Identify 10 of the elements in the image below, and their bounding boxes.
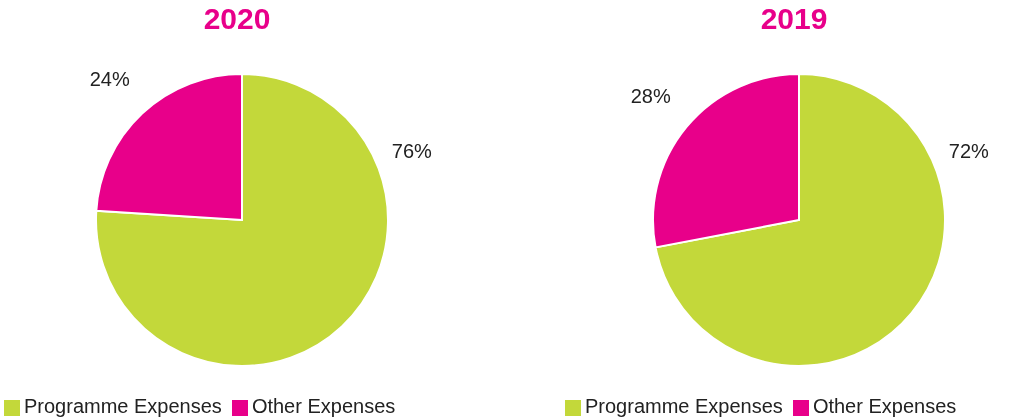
data-label: 76% [391, 140, 433, 163]
legend-label: Other Expenses [251, 395, 396, 417]
data-label: 24% [89, 68, 130, 91]
legend-label: Programme Expenses [24, 395, 222, 417]
chart-title: 2020 [202, 2, 272, 36]
data-label: 72% [948, 140, 990, 163]
data-label: 28% [630, 85, 671, 108]
legend-label: Programme Expenses [585, 395, 783, 417]
legend-label: Other Expenses [812, 395, 957, 417]
chart-title: 2019 [759, 2, 829, 36]
